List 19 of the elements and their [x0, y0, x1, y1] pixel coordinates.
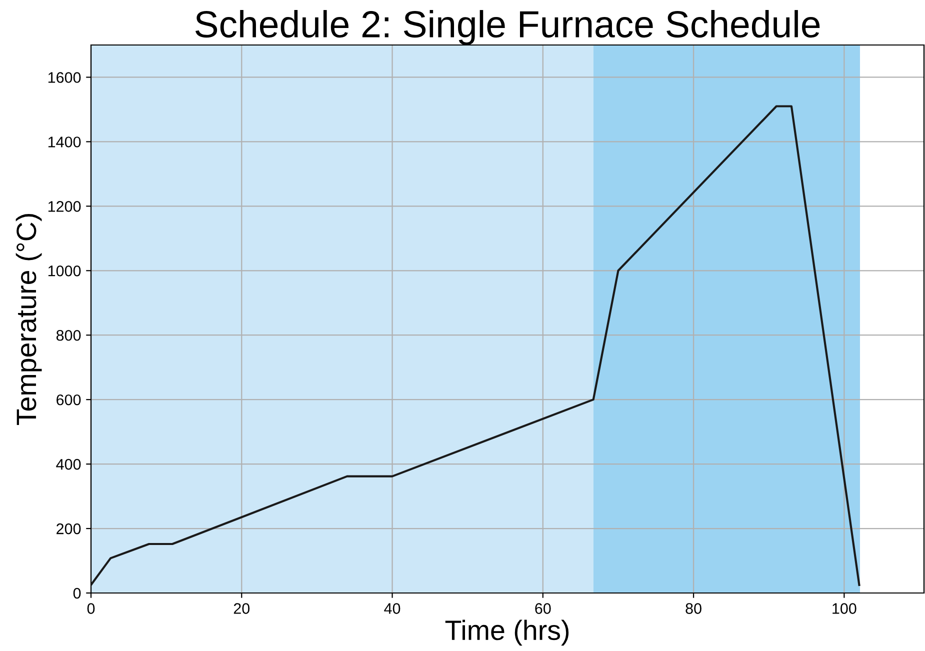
- y-tick-label: 1000: [48, 266, 81, 276]
- x-tick-label: 100: [832, 603, 856, 614]
- x-tick-label: 40: [384, 603, 400, 614]
- y-tick-label: 1600: [48, 72, 81, 83]
- line-series: [91, 105, 860, 586]
- y-tick-label: 800: [56, 330, 81, 341]
- y-tick-label: 600: [56, 394, 81, 406]
- y-tick-label: 1200: [48, 201, 81, 212]
- y-tick-label: 200: [56, 523, 81, 534]
- y-axis-title: Temperature (°C): [16, 214, 42, 426]
- y-tick-label: 1400: [48, 136, 81, 148]
- x-axis-title: Time (hrs): [445, 620, 569, 646]
- chart-title: Schedule 2: Single Furnace Schedule: [195, 10, 820, 45]
- x-tick-label: 60: [535, 603, 551, 614]
- y-tick-label: 400: [56, 458, 81, 470]
- y-tick-label: 0: [73, 588, 81, 599]
- x-tick-label: 80: [686, 603, 702, 614]
- x-tick-label: 0: [87, 603, 95, 614]
- x-tick-label: 20: [234, 603, 250, 614]
